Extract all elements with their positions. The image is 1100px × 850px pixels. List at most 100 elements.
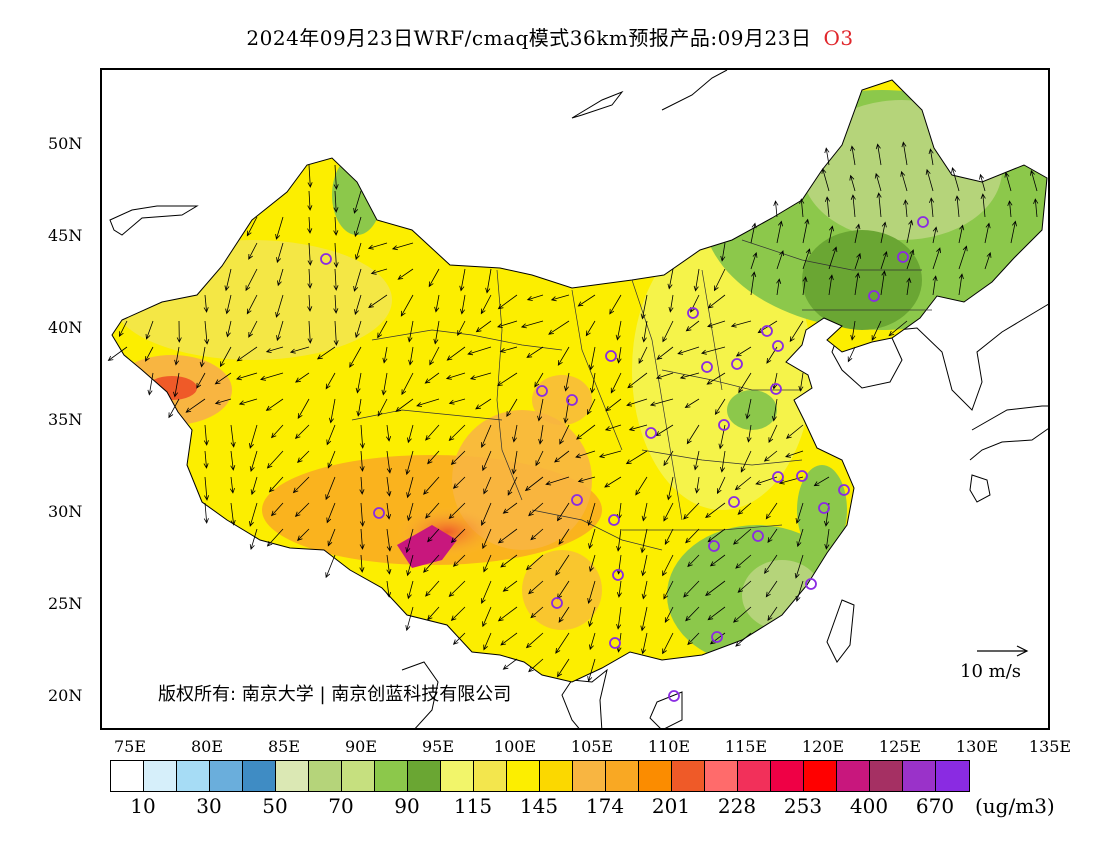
wind-arrow <box>260 372 284 381</box>
wind-arrow <box>266 528 284 547</box>
map-title: 2024年09月23日WRF/cmaq模式36km预报产品:09月23日 O3 <box>0 22 1100 51</box>
wind-arrow <box>294 424 310 440</box>
wind-arrow <box>224 268 232 292</box>
wind-arrow <box>448 580 466 598</box>
wind-arrow <box>459 268 466 292</box>
wind-arrow <box>333 164 339 190</box>
wind-arrow <box>353 190 362 214</box>
wind-arrow <box>718 424 726 450</box>
wind-arrow <box>577 294 596 307</box>
wind-arrow <box>354 320 362 339</box>
wind-arrow <box>249 424 258 449</box>
wind-arrow <box>737 502 752 515</box>
wind-arrow <box>735 632 752 647</box>
longitude-label: 110E <box>647 737 691 756</box>
wind-arrow <box>423 554 440 573</box>
wind-arrow <box>683 502 700 520</box>
wind-arrow <box>526 346 544 358</box>
wind-arrow <box>250 476 258 496</box>
wind-arrow <box>196 372 206 389</box>
wind-arrow <box>297 398 310 420</box>
wind-arrow <box>687 554 700 568</box>
wind-arrow <box>275 216 284 240</box>
wind-arrow <box>1010 220 1017 244</box>
wind-arrow <box>706 372 726 385</box>
wind-arrow <box>563 372 570 392</box>
wind-arrow <box>628 424 648 432</box>
station-marker <box>551 597 563 609</box>
wind-arrow <box>528 502 544 517</box>
colorbar-swatch <box>540 761 573 791</box>
wind-arrow <box>295 372 310 383</box>
wind-arrow <box>684 398 700 408</box>
wind-arrow <box>483 632 492 651</box>
wind-arrow <box>828 246 838 270</box>
wind-arrow <box>785 450 804 458</box>
longitude-label: 75E <box>113 737 147 756</box>
wind-arrow <box>903 199 909 218</box>
wind-arrow <box>185 398 206 413</box>
wind-arrow <box>265 346 284 353</box>
wind-arrow <box>828 225 834 244</box>
wind-arrow <box>481 502 492 526</box>
wind-arrow <box>448 398 466 405</box>
wind-arrow <box>316 346 336 360</box>
wind-arrow <box>693 450 700 471</box>
wind-arrow <box>173 372 180 398</box>
wind-arrow <box>849 174 856 192</box>
wind-arrow <box>270 424 284 439</box>
latitude-label: 20N <box>48 686 83 705</box>
wind-arrow <box>289 346 310 354</box>
wind-arrows <box>107 141 1039 682</box>
wind-arrow <box>576 424 596 440</box>
wind-arrow <box>738 372 752 394</box>
wind-arrow <box>589 554 596 573</box>
wind-arrow <box>589 632 596 651</box>
wind-arrow <box>391 242 414 251</box>
wind-arrow <box>497 294 518 310</box>
wind-arrow <box>526 294 544 301</box>
colorbar-swatch <box>804 761 837 791</box>
longitude-label: 100E <box>493 737 537 756</box>
wind-arrow <box>406 476 414 499</box>
station-marker <box>687 307 699 319</box>
wind-arrow <box>796 528 804 548</box>
wind-arrow <box>664 528 674 546</box>
colorbar-swatch <box>111 761 144 791</box>
wind-arrow <box>327 528 336 547</box>
wind-arrow <box>557 658 570 678</box>
wind-arrow <box>587 398 596 416</box>
wind-arrow <box>656 346 674 360</box>
wind-arrow <box>401 372 414 396</box>
wind-arrow <box>354 294 362 316</box>
wind-arrow <box>876 192 882 218</box>
wind-arrow <box>713 268 726 292</box>
wind-arrow <box>558 606 570 623</box>
wind-arrow <box>333 216 339 236</box>
ozone-field <box>112 80 1047 682</box>
wind-arrow <box>482 450 492 472</box>
wind-arrow <box>984 222 991 244</box>
wind-arrow <box>535 450 544 467</box>
wind-arrow <box>433 320 440 345</box>
wind-arrow <box>485 268 492 294</box>
wind-arrow <box>359 476 365 495</box>
wind-arrow <box>767 528 778 543</box>
wind-arrow <box>353 268 362 292</box>
latitude-label: 40N <box>48 318 83 337</box>
wind-arrow <box>386 528 392 552</box>
wind-arrow <box>425 580 440 597</box>
wind-arrow <box>446 346 466 361</box>
wind-arrow <box>423 476 440 495</box>
colorbar-swatch <box>573 761 606 791</box>
wind-arrow <box>407 502 414 522</box>
wind-arrow <box>236 346 258 362</box>
longitude-label: 90E <box>344 737 378 756</box>
wind-arrow <box>828 274 834 296</box>
wind-arrow <box>246 294 258 315</box>
wind-arrow <box>655 372 674 380</box>
colorbar-label: 253 <box>783 794 823 818</box>
wind-arrow <box>502 580 518 592</box>
colorbar-label: 115 <box>453 794 493 818</box>
wind-arrow <box>763 450 778 462</box>
